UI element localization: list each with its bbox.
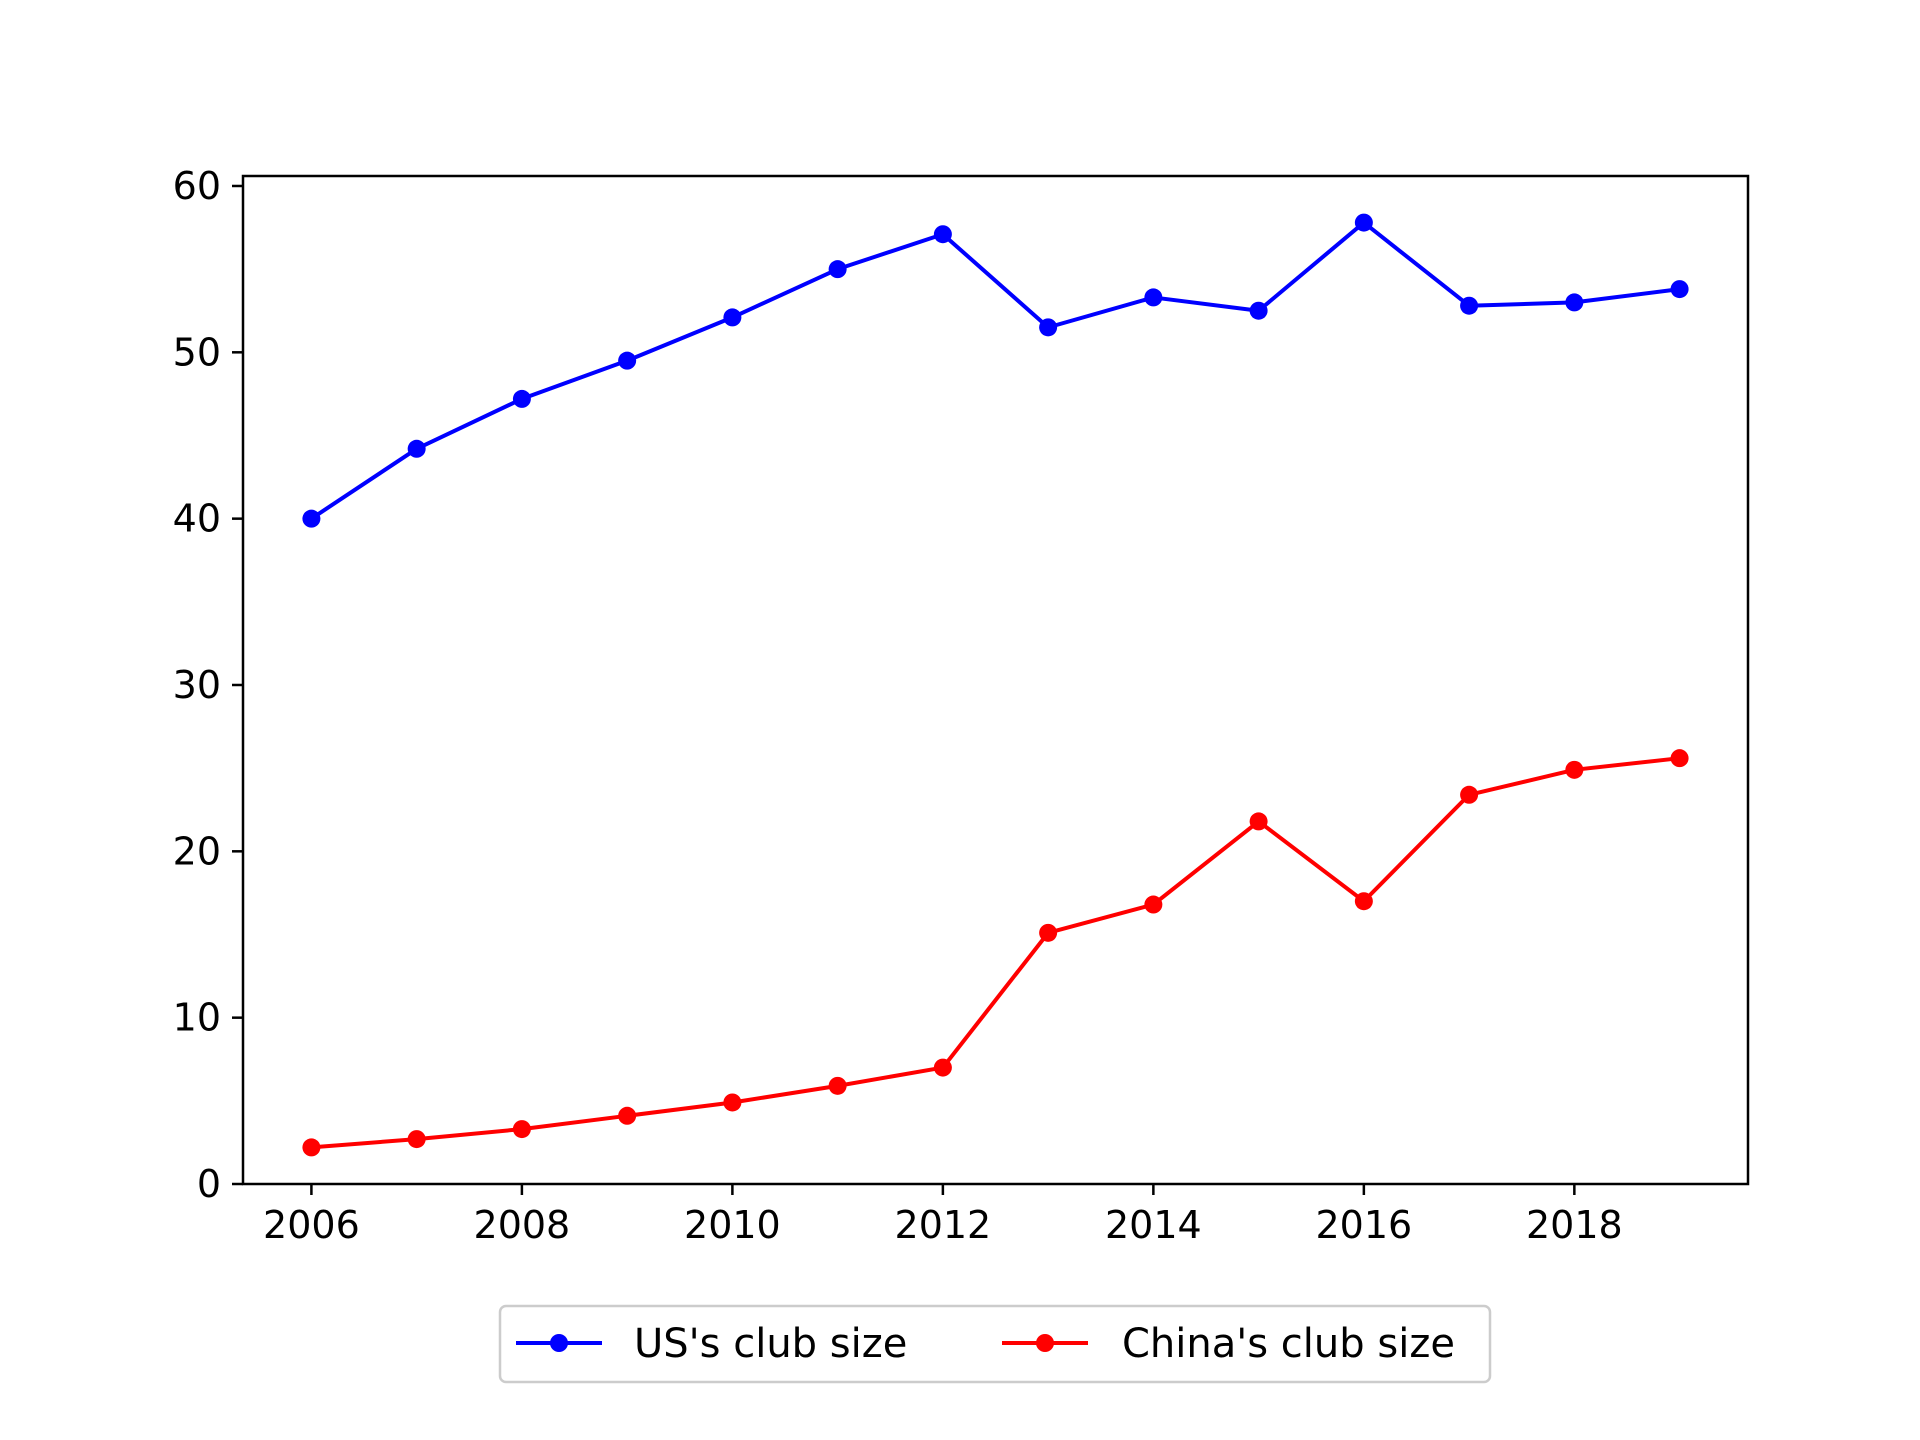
x-tick-label: 2010 bbox=[684, 1203, 781, 1247]
legend: US's club size China's club size bbox=[498, 1304, 1492, 1384]
y-tick-label: 60 bbox=[173, 164, 221, 208]
data-point-us bbox=[1460, 296, 1479, 315]
data-point-us bbox=[723, 308, 742, 327]
data-point-china bbox=[1249, 812, 1268, 831]
y-axis: 0 10 20 30 40 50 60 bbox=[173, 164, 243, 1206]
series-line-china bbox=[311, 756, 1680, 1150]
x-tick-label: 2008 bbox=[474, 1203, 571, 1247]
data-point-china bbox=[1354, 892, 1373, 911]
x-tick-label: 2012 bbox=[895, 1203, 992, 1247]
data-point-china bbox=[618, 1106, 637, 1125]
x-tick-label: 2018 bbox=[1526, 1203, 1623, 1247]
data-point-us bbox=[1039, 318, 1058, 337]
data-point-china bbox=[933, 1058, 952, 1077]
data-point-us bbox=[407, 439, 426, 458]
data-point-us bbox=[933, 225, 952, 244]
data-point-us bbox=[1354, 213, 1373, 232]
data-point-us bbox=[1144, 288, 1163, 307]
data-point-us bbox=[512, 389, 531, 408]
data-point-china bbox=[1460, 785, 1479, 804]
data-point-us bbox=[1670, 280, 1689, 299]
y-tick-label: 10 bbox=[173, 996, 221, 1040]
legend-label-us: US's club size bbox=[634, 1321, 907, 1367]
y-tick-label: 40 bbox=[173, 497, 221, 541]
x-axis: 2006 2008 2010 2012 2014 2016 2018 bbox=[263, 1184, 1623, 1247]
data-point-china bbox=[1565, 760, 1584, 779]
legend-label-china: China's club size bbox=[1122, 1321, 1455, 1367]
data-point-us bbox=[1565, 293, 1584, 312]
data-point-us bbox=[828, 260, 847, 279]
series-line-us bbox=[310, 220, 1680, 521]
x-tick-label: 2016 bbox=[1315, 1203, 1412, 1247]
data-point-china bbox=[723, 1093, 742, 1112]
plot-frame bbox=[241, 174, 1750, 1186]
legend-box bbox=[498, 1304, 1492, 1384]
data-point-china bbox=[1039, 923, 1058, 942]
x-tick-label: 2006 bbox=[263, 1203, 360, 1247]
x-tick-label: 2014 bbox=[1105, 1203, 1202, 1247]
data-point-china bbox=[1144, 895, 1163, 914]
legend-item-us: US's club size bbox=[516, 1321, 907, 1367]
data-point-us bbox=[1249, 301, 1268, 320]
data-point-china bbox=[407, 1130, 426, 1149]
y-tick-label: 20 bbox=[173, 829, 221, 873]
data-point-china bbox=[302, 1138, 321, 1157]
legend-item-china: China's club size bbox=[1002, 1321, 1455, 1367]
legend-swatch-marker-china bbox=[1036, 1334, 1054, 1352]
data-point-china bbox=[512, 1120, 531, 1139]
data-point-us bbox=[302, 509, 321, 528]
y-tick-label: 30 bbox=[173, 663, 221, 707]
plot-series bbox=[302, 213, 1689, 1157]
data-point-us bbox=[618, 351, 637, 370]
legend-swatch-marker-us bbox=[550, 1334, 568, 1352]
y-tick-label: 50 bbox=[173, 330, 221, 374]
data-point-china bbox=[1670, 749, 1689, 768]
y-tick-label: 0 bbox=[197, 1162, 221, 1206]
data-point-china bbox=[828, 1076, 847, 1095]
